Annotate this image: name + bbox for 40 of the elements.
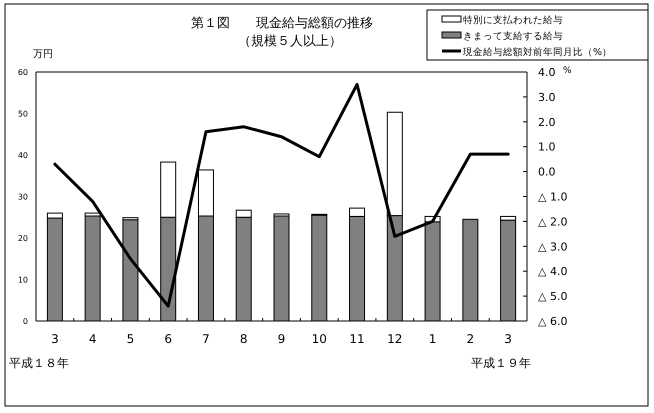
legend-label: 特別に支払われた給与: [463, 14, 563, 26]
x-tick-label: 4: [88, 332, 96, 346]
y2-tick-label: △ 5.0: [538, 290, 568, 304]
text: 平成１８年: [9, 356, 69, 370]
y2-tick-label: 0.0: [538, 166, 556, 179]
x-tick-label: 3: [51, 332, 59, 346]
y2-tick-label: △ 1.0: [538, 190, 568, 204]
y2-tick-label: 3.0: [538, 90, 556, 104]
y2-tick-label: 4.0: [538, 66, 556, 79]
x-tick-label: 8: [240, 332, 248, 346]
x-tick-label: 2: [466, 332, 474, 346]
x-tick-label: 7: [202, 332, 210, 346]
y2-tick-label: △ 4.0: [538, 265, 568, 278]
x-tick-label: 9: [278, 332, 286, 346]
x-tick-label: 12: [387, 332, 402, 346]
text: 平成１９年: [471, 356, 531, 370]
legend-label: 現金給与総額対前年同月比（%）: [463, 46, 612, 58]
y2-tick-label: 2.0: [538, 116, 556, 129]
y2-tick-label: △ 3.0: [538, 240, 568, 254]
y-axis-title: 万円: [33, 49, 53, 60]
y-tick-label: 10: [18, 276, 28, 284]
x-tick-label: 11: [349, 332, 365, 346]
chart-subtitle: （規模５人以上）: [238, 34, 342, 49]
x-tick-label: 5: [126, 332, 134, 346]
legend-label: きまって支給する給与: [463, 30, 563, 42]
x-tick-label: 3: [504, 332, 512, 346]
x-tick-label: 6: [164, 332, 172, 346]
y2-tick-label: 1.0: [538, 140, 556, 154]
y-tick-label: 0: [22, 317, 28, 326]
y2-tick-label: △ 6.0: [538, 315, 568, 328]
y-tick-label: 60: [18, 68, 28, 77]
x-tick-label: 10: [312, 332, 327, 346]
chart-title: 第１図 現金給与総額の推移: [191, 16, 373, 31]
y-tick-label: 50: [18, 110, 28, 118]
x-tick-label: 1: [428, 332, 436, 346]
y-tick-label: 40: [18, 151, 28, 160]
y2-axis-title: %: [563, 66, 572, 76]
y2-tick-label: △ 2.0: [538, 215, 568, 228]
y-tick-label: 30: [18, 192, 28, 202]
y-tick-label: 20: [18, 234, 28, 243]
